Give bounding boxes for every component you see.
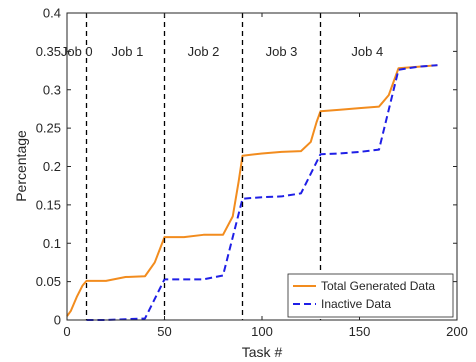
y-tick-label: 0.35 (36, 44, 61, 59)
job-label: Job 4 (351, 44, 383, 59)
legend: Total Generated Data Inactive Data (287, 273, 454, 318)
series-line-total-generated-data (66, 64, 438, 317)
job-label: Job 2 (188, 44, 220, 59)
y-tick-label: 0.05 (36, 274, 61, 289)
job-label: Job 3 (266, 44, 298, 59)
y-axis-label: Percentage (13, 130, 29, 202)
legend-box (287, 273, 454, 318)
y-tick-label: 0.3 (43, 82, 61, 97)
job-label: Job 0 (61, 44, 93, 59)
x-axis-label: Task # (242, 344, 283, 360)
series-lines (66, 64, 438, 321)
series-line-inactive-data (86, 64, 438, 321)
job-labels: Job 0 Job 1 Job 2 Job 3 Job 4 (61, 44, 383, 59)
legend-label-inactive: Inactive Data (321, 297, 391, 311)
job-label: Job 1 (112, 44, 144, 59)
x-tick-label: 200 (446, 324, 468, 339)
x-tick-label: 150 (349, 324, 371, 339)
x-tick-label: 100 (251, 324, 273, 339)
plot-area (67, 13, 457, 320)
y-tick-label: 0.4 (43, 6, 61, 21)
y-tick-label: 0.15 (36, 197, 61, 212)
x-tick-label: 50 (157, 324, 171, 339)
x-tick-label: 0 (63, 324, 70, 339)
y-tick-label: 0.1 (43, 236, 61, 251)
axes: 0 50 100 150 200 0 0.05 0.1 0.15 0.2 0.25 0.3 0.35 0.… (36, 6, 468, 340)
y-tick-label: 0.2 (43, 159, 61, 174)
job-boundaries (85, 13, 322, 320)
legend-label-total: Total Generated Data (321, 279, 435, 293)
y-tick-label: 0.25 (36, 121, 61, 136)
y-tick-label: 0 (54, 313, 61, 328)
